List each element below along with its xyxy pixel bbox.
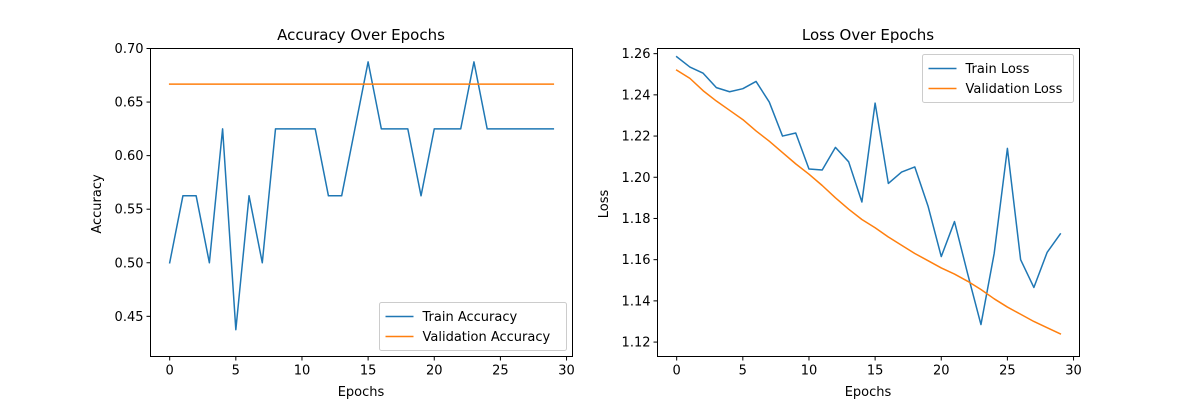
y-tick-label: 0.70	[115, 42, 144, 57]
legend-label: Train Accuracy	[422, 310, 518, 325]
x-tick-label: 25	[999, 364, 1016, 379]
series-line-1	[675, 69, 1062, 335]
series-line-0	[168, 61, 555, 331]
y-tick-label: 0.50	[115, 256, 144, 271]
tick-group: 0 5 10 15 20 25 30 0.45 0.50 0.55 0.60 0.65 0.70	[115, 42, 575, 379]
accuracy-chart: Accuracy Over Epochs Epochs Accuracy 0 5 1…	[90, 26, 575, 400]
loss-chart: Loss Over Epochs Epochs Loss 0 5 10 15 20 25 3…	[597, 26, 1082, 400]
x-tick-label: 30	[1065, 364, 1082, 379]
y-tick-label: 0.65	[115, 96, 144, 111]
x-tick-label: 20	[933, 364, 950, 379]
x-tick-label: 0	[673, 364, 681, 379]
legend-box	[379, 302, 567, 351]
legend: Train Loss Validation Loss	[922, 54, 1074, 103]
chart-title: Loss Over Epochs	[802, 26, 934, 44]
x-tick-label: 10	[294, 364, 311, 379]
x-tick-label: 25	[492, 364, 509, 379]
y-tick-label: 1.14	[622, 294, 651, 309]
legend: Train Accuracy Validation Accuracy	[379, 302, 567, 351]
y-axis-label: Loss	[597, 190, 612, 219]
plot-frame	[657, 48, 1080, 357]
y-tick-label: 1.18	[622, 212, 651, 227]
y-tick-label: 1.12	[622, 336, 651, 351]
y-tick-label: 0.60	[115, 149, 144, 164]
y-tick-label: 1.22	[622, 130, 651, 145]
x-tick-label: 15	[360, 364, 377, 379]
legend-label: Validation Accuracy	[423, 330, 551, 345]
series-line-0	[675, 55, 1062, 326]
legend-box	[922, 54, 1074, 103]
y-tick-label: 0.45	[115, 310, 144, 325]
y-tick-label: 1.26	[622, 47, 651, 62]
y-tick-label: 1.16	[622, 253, 651, 268]
x-tick-label: 5	[232, 364, 240, 379]
y-tick-label: 0.55	[115, 203, 144, 218]
tick-group: 0 5 10 15 20 25 30 1.12 1.14 1.16 1.18 1.20 1.22 1.24…	[622, 47, 1082, 378]
x-axis-label: Epochs	[338, 385, 385, 400]
x-axis-label: Epochs	[845, 385, 892, 400]
chart-title: Accuracy Over Epochs	[277, 26, 445, 44]
x-tick-label: 30	[558, 364, 575, 379]
series-lines	[168, 61, 555, 331]
y-tick-label: 1.20	[622, 171, 651, 186]
x-tick-label: 5	[739, 364, 747, 379]
x-tick-label: 20	[426, 364, 443, 379]
plot-frame	[150, 48, 573, 357]
x-tick-label: 10	[801, 364, 818, 379]
y-axis-label: Accuracy	[90, 174, 105, 234]
y-tick-label: 1.24	[622, 88, 651, 103]
series-lines	[675, 55, 1062, 335]
legend-label: Validation Loss	[966, 82, 1063, 97]
x-tick-label: 15	[867, 364, 884, 379]
x-tick-label: 0	[166, 364, 174, 379]
legend-label: Train Loss	[965, 62, 1030, 77]
